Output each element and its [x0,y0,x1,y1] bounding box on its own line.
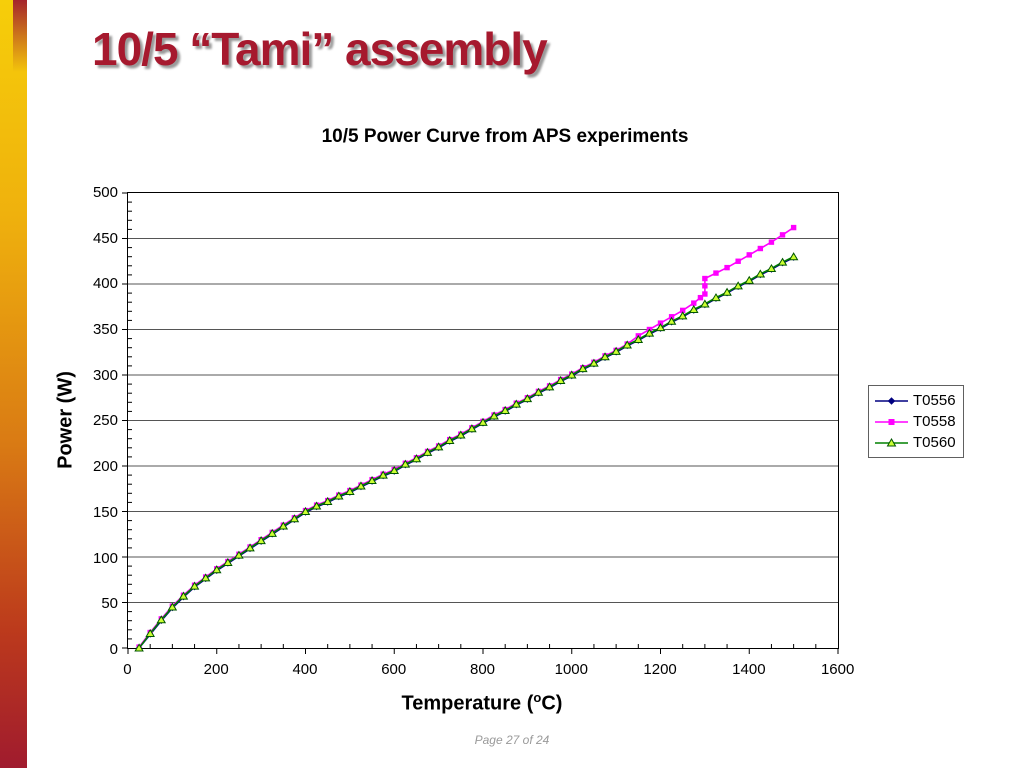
legend-row-t0560: T0560 [875,432,963,453]
x-tick-label: 400 [292,661,318,678]
plot-area [122,192,839,654]
x-tick-label: 1600 [820,661,855,678]
plot-svg [122,192,839,654]
y-tick-label: 100 [92,549,118,567]
x-tick-label: 1000 [554,661,588,678]
x-axis-tick-labels: 0 200 400 600 800 1000 1200 1400 1600 [83,661,882,678]
legend-square-marker-icon [875,418,908,425]
legend-label: T0560 [913,434,956,451]
y-tick-label: 250 [92,412,118,430]
y-tick-label: 350 [92,321,118,339]
page-number-footer: Page 27 of 24 [474,733,550,747]
legend-label: T0558 [913,413,956,430]
x-axis-title: Temperature (oC) [127,690,837,716]
y-tick-label: 150 [92,503,118,521]
x-tick-label: 200 [203,661,229,678]
x-tick-label: 800 [470,661,496,678]
legend-label: T0556 [913,392,956,409]
slide-accent-gradient-bar [0,0,27,768]
x-tick-label: 1400 [732,661,766,678]
x-axis-title-suffix: C) [541,692,563,715]
y-tick-label: 300 [92,366,118,384]
legend-row-t0556: T0556 [875,390,963,411]
chart-title: 10/5 Power Curve from APS experiments [321,126,689,147]
y-tick-label: 450 [92,229,118,247]
legend-triangle-marker-icon [875,437,908,446]
x-tick-label: 1200 [643,661,677,678]
legend-row-t0558: T0558 [875,411,963,432]
y-tick-label: 0 [109,640,118,658]
x-tick-label: 600 [381,661,407,678]
slide-title: 10/5 “Tami” assembly [92,23,548,75]
x-axis-title-prefix: Temperature ( [401,692,534,715]
y-tick-label: 50 [101,595,118,613]
chart-legend: T0556 T0558 T0560 [868,385,964,458]
y-axis-tick-labels: 500 450 400 350 300 250 200 150 100 50 0 [58,185,118,657]
y-tick-label: 200 [92,458,118,476]
y-tick-label: 500 [92,184,118,201]
x-axis-title-sup: o [533,690,542,705]
legend-diamond-marker-icon [875,396,908,405]
x-tick-label: 0 [123,661,132,678]
y-tick-label: 400 [92,275,118,293]
